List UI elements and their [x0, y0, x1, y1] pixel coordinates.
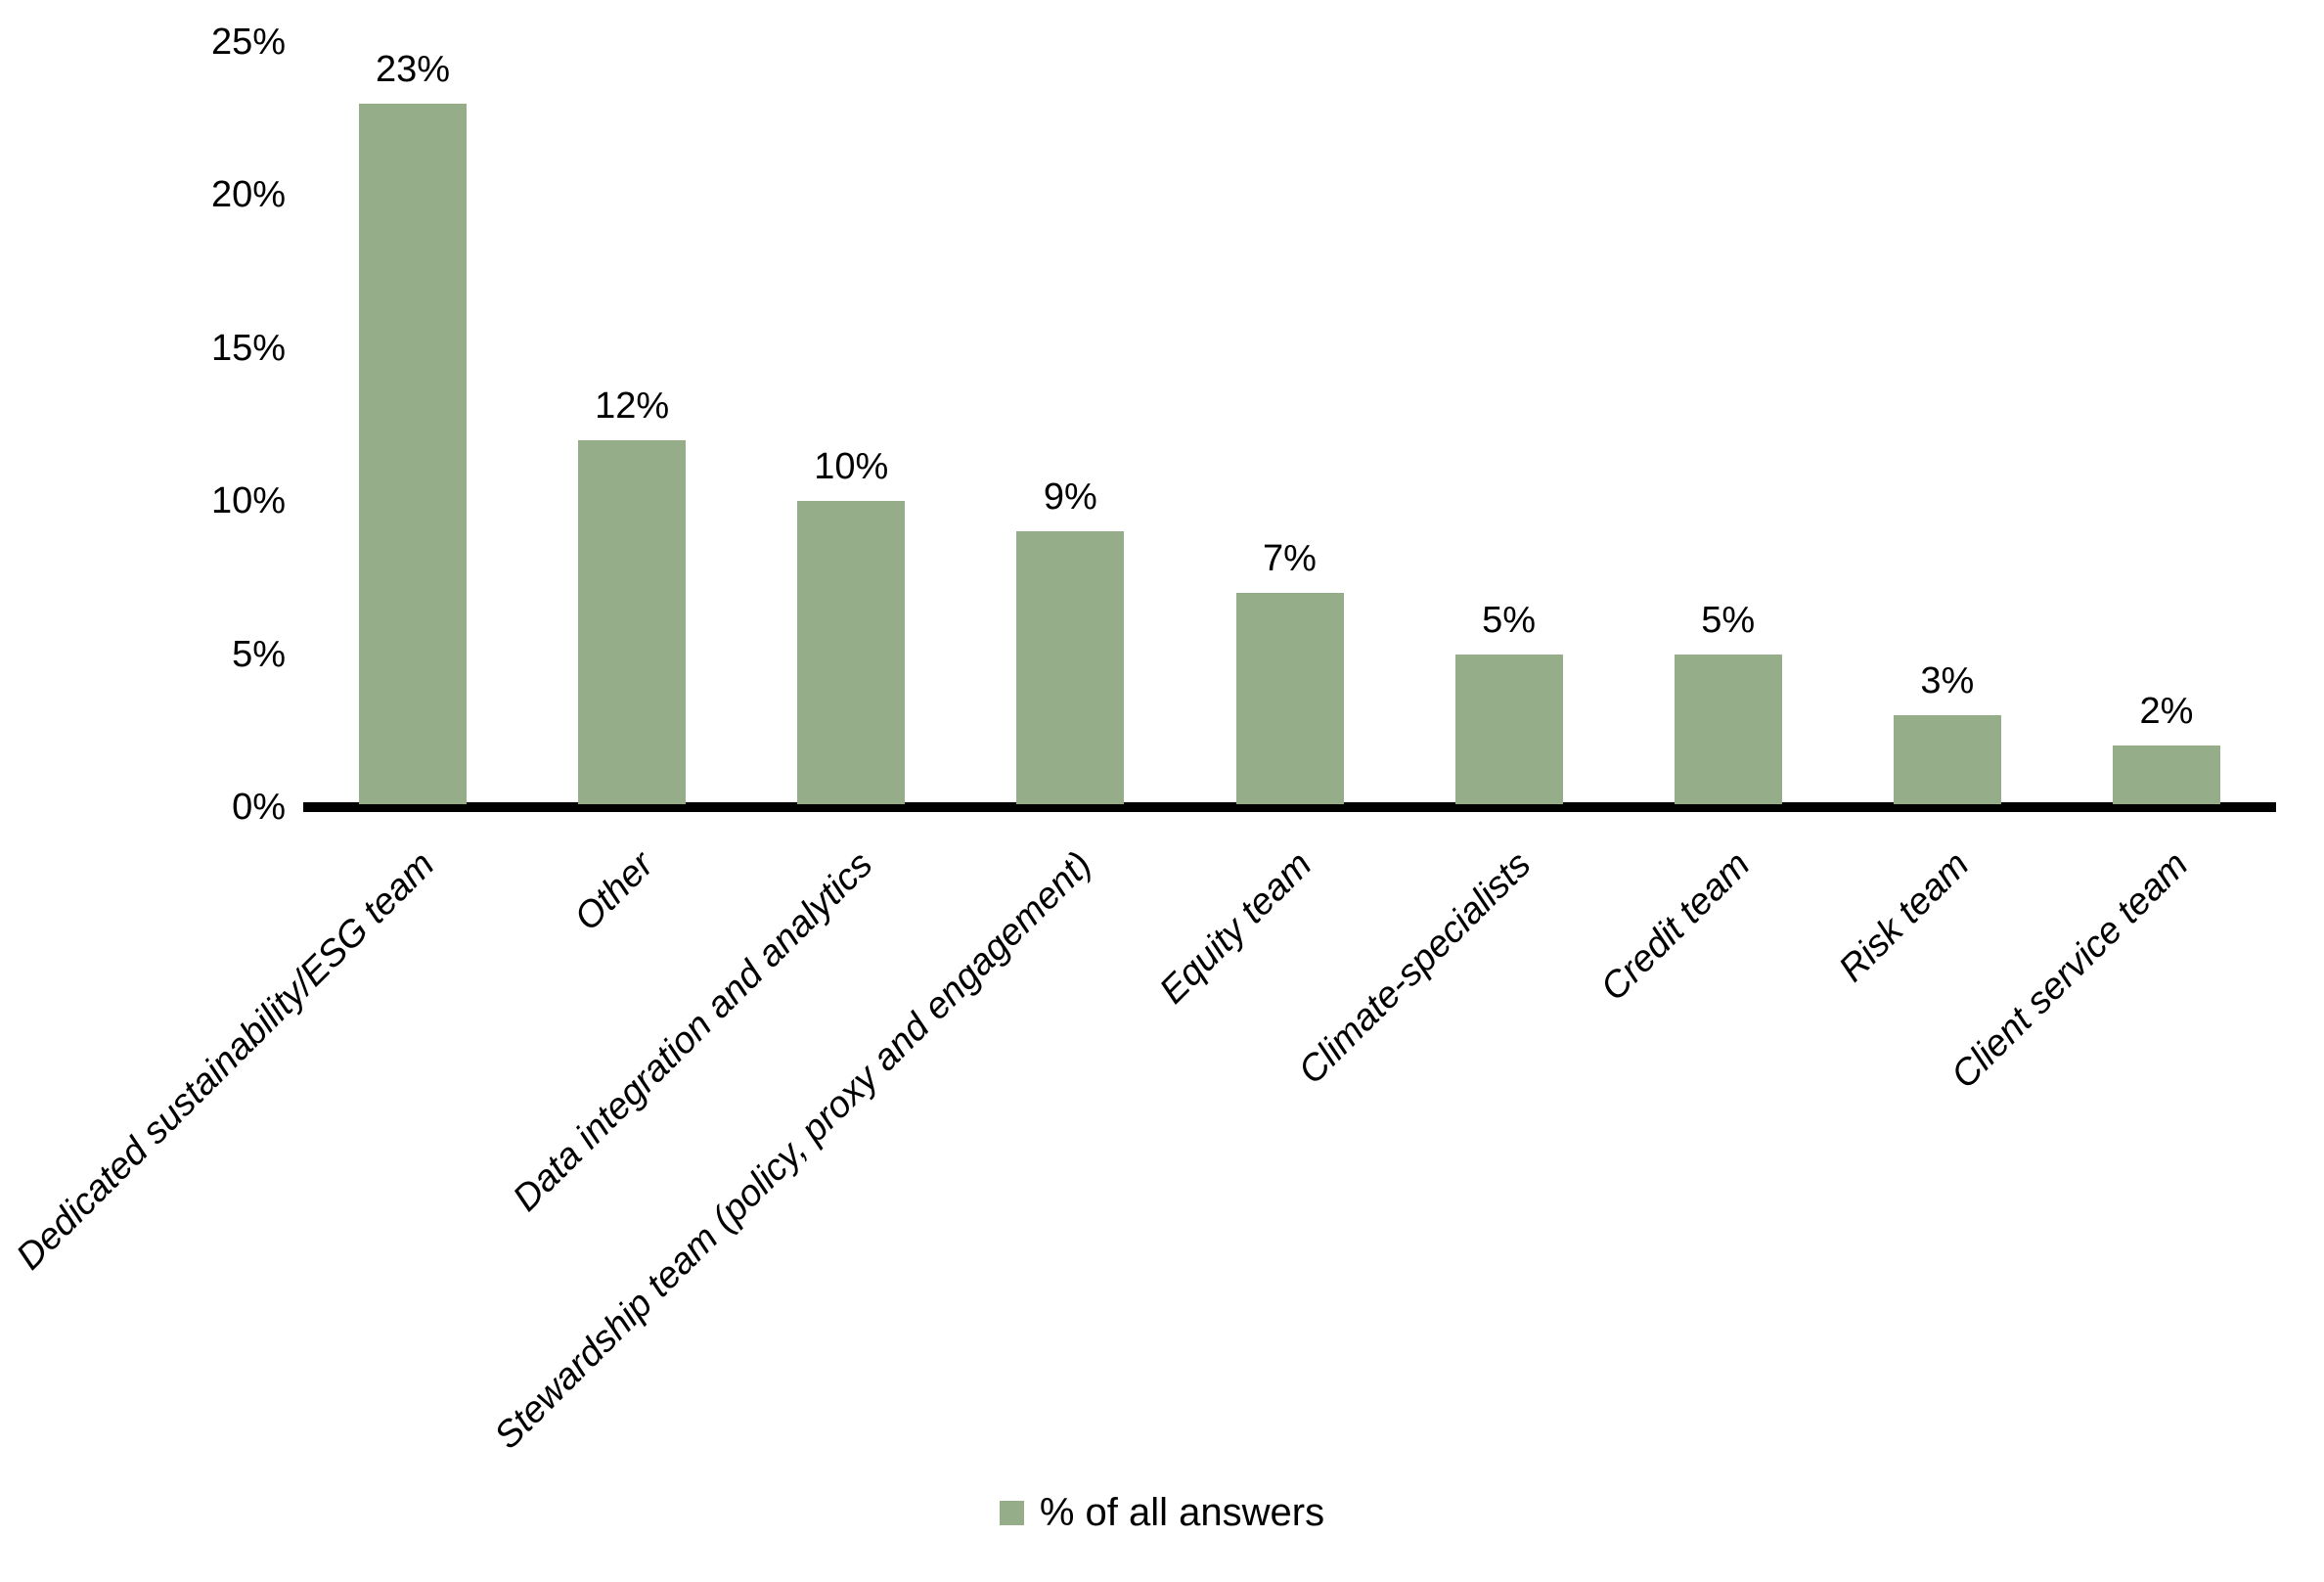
y-axis-tick-label: 20% — [210, 174, 286, 216]
x-axis-line — [303, 802, 2276, 812]
bar — [1016, 531, 1125, 804]
bar-value-label: 3% — [1920, 660, 1975, 702]
y-axis-tick-label: 15% — [210, 327, 286, 369]
bar-value-label: 9% — [1043, 476, 1097, 519]
bar-value-label: 2% — [2139, 691, 2194, 733]
y-axis-tick-label: 5% — [232, 633, 286, 675]
bar-value-label: 7% — [1263, 538, 1317, 580]
legend-series-label: % of all answers — [1039, 1491, 1325, 1534]
bar-value-label: 23% — [376, 48, 451, 90]
bar — [1674, 654, 1782, 804]
y-axis-tick-label: 25% — [210, 22, 286, 63]
bar-value-label: 5% — [1701, 599, 1756, 641]
bar — [1454, 654, 1563, 804]
bar-value-label: 12% — [595, 384, 670, 427]
chart-legend: % of all answers — [0, 1489, 2324, 1536]
y-axis-tick-label: 10% — [210, 480, 286, 522]
bar — [359, 103, 468, 804]
bar — [1235, 593, 1344, 804]
legend-color-swatch-icon — [999, 1500, 1024, 1525]
bar — [797, 501, 906, 804]
bar — [2112, 746, 2220, 804]
bar-value-label: 10% — [814, 446, 889, 488]
y-axis-tick-label: 0% — [232, 787, 286, 828]
bar — [578, 439, 687, 804]
bar-value-label: 5% — [1482, 599, 1537, 641]
bar — [1893, 715, 2001, 804]
x-axis-category-label: Client service team — [1944, 843, 2197, 1097]
